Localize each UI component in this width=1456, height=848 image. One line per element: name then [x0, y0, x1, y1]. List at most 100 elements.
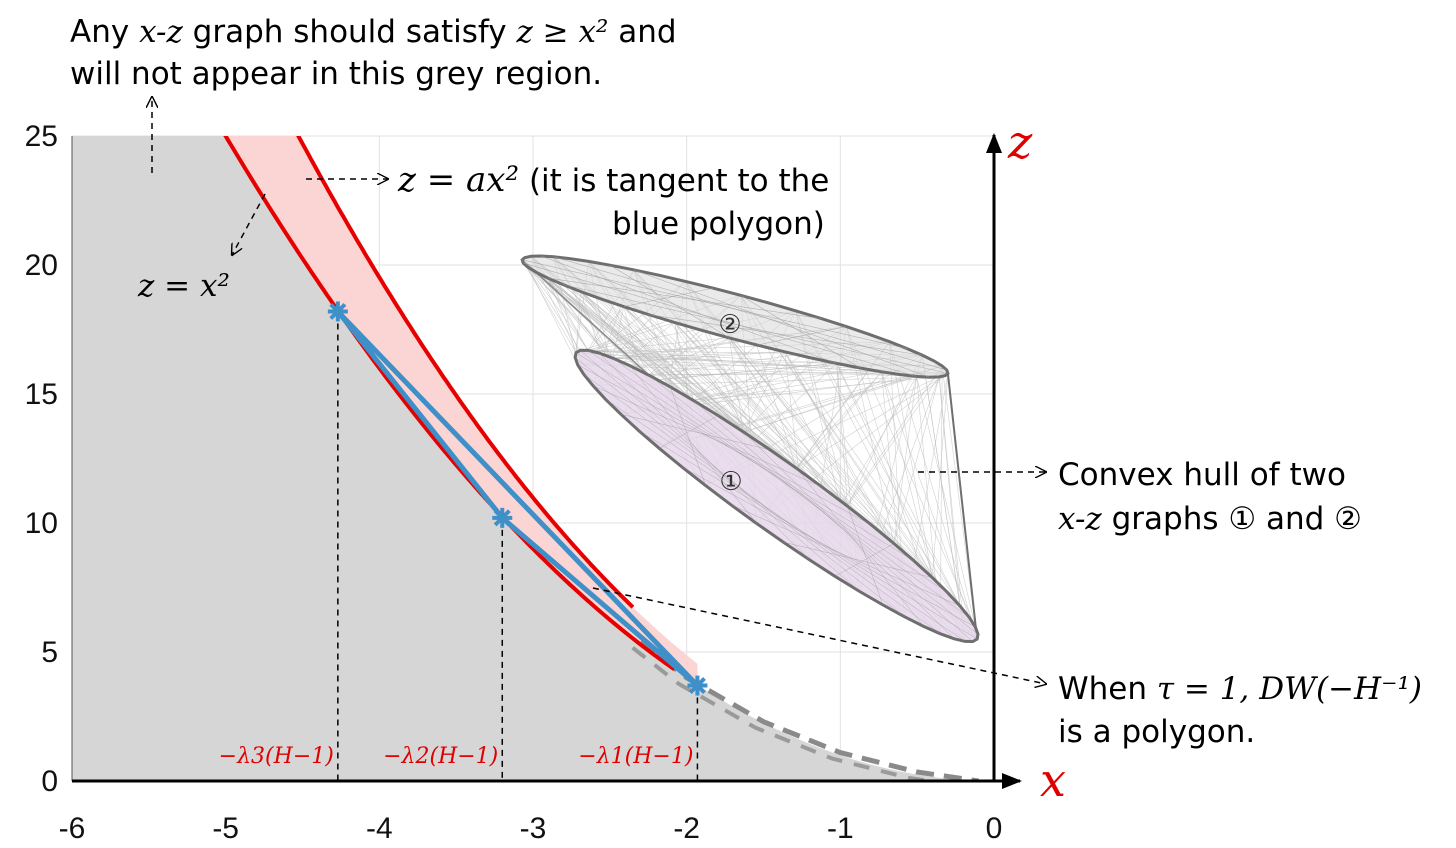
ellipse-1-mesh: [783, 541, 933, 578]
grey-region: [72, 136, 994, 781]
annotation-arrows: [152, 97, 1046, 684]
ellipse-1-mesh: [575, 357, 905, 617]
eigen-marker-stroke: [688, 677, 706, 695]
blue-polygon: [327, 301, 708, 696]
ax2-note-line2: blue polygon): [612, 206, 825, 242]
hull-line: [836, 363, 961, 607]
ellipse-2-mesh: [740, 295, 861, 369]
hull-note-line1: Convex hull of two: [1058, 457, 1346, 493]
hull-line: [846, 326, 976, 628]
hull-line: [916, 376, 976, 628]
polygon-outline: [335, 308, 700, 689]
hull-line: [847, 376, 940, 507]
x2-arrow: [232, 193, 266, 255]
x-axis-label: x: [1040, 753, 1066, 807]
ellipse-1-mesh: [605, 398, 966, 642]
eigen-label: −λ1(H−1): [578, 744, 693, 769]
hull-line: [612, 306, 625, 359]
polygon-arrow: [592, 587, 1046, 684]
ellipse-1-mesh: [577, 364, 872, 526]
x-tick-label: -4: [366, 812, 393, 845]
eigen-label: −λ3(H−1): [219, 744, 334, 769]
ellipse-2-label: ②: [718, 310, 741, 340]
hull-line: [881, 371, 933, 578]
polygon-note-line2: is a polygon.: [1058, 714, 1255, 750]
hull-line: [527, 267, 579, 365]
parabola-ax2: [296, 136, 635, 609]
hull-line: [623, 306, 895, 544]
grey-region-note-line2: will not appear in this grey region.: [70, 56, 602, 92]
ellipse-1-mesh: [592, 385, 823, 488]
hull-line: [938, 376, 966, 642]
x-tick-label: -3: [520, 812, 547, 845]
eigen-marker-stroke: [493, 509, 511, 527]
hull-line: [693, 363, 837, 401]
ellipse-1-mesh: [587, 350, 948, 593]
hull-line: [938, 376, 961, 607]
eigen-marker: [327, 301, 348, 322]
hull-line: [847, 354, 923, 507]
ellipse-2-mesh: [633, 269, 930, 378]
ellipse-1-mesh: [629, 365, 757, 524]
y-tick-label: 10: [25, 507, 58, 540]
hull-line: [784, 351, 976, 628]
ellipse-1-mesh: [648, 374, 979, 635]
hull-edge-right: [946, 373, 979, 640]
hull-line: [743, 376, 917, 433]
ellipse-2-mesh: [523, 262, 917, 377]
hull-line: [530, 256, 848, 507]
ellipse-1-mesh: [847, 506, 884, 606]
z-axis-label: z: [1007, 115, 1033, 169]
ellipse-1-mesh: [693, 400, 973, 642]
eigen-marker-stroke: [329, 302, 347, 320]
y-tick-label: 0: [41, 765, 58, 798]
y-tick-label: 5: [41, 636, 58, 669]
hull-line: [522, 259, 797, 469]
y-tick-label: 20: [25, 249, 58, 282]
ellipse-2-mesh: [540, 255, 837, 364]
ellipse-2-mesh: [609, 264, 730, 339]
ellipse-2-mesh: [522, 259, 908, 349]
convex-hull: [520, 254, 980, 644]
hull-line: [893, 376, 917, 544]
ellipse-1-mesh: [580, 350, 860, 592]
ellipse-1-mesh: [796, 468, 924, 627]
hull-note-line2: x-z graphs ① and ②: [1058, 501, 1362, 537]
ellipse-1-mesh: [620, 413, 771, 451]
y-tick-label: 15: [25, 378, 58, 411]
grey-region-note-line1: Any x-z graph should satisfy z ≥ x² and: [70, 14, 677, 50]
x-tick-label: 0: [986, 812, 1003, 845]
y-tick-label: 25: [25, 120, 58, 153]
ellipse-2-mesh: [547, 277, 822, 319]
ellipse-1-mesh: [575, 352, 915, 562]
hull-edge-left: [521, 259, 650, 376]
ellipse-2-mesh: [553, 256, 947, 371]
hull-line: [941, 365, 976, 628]
polygon-note-line1: When τ = 1, DW(−H⁻¹): [1058, 671, 1422, 707]
x2-label: z = x²: [137, 268, 230, 304]
ellipse-1-mesh: [834, 543, 895, 577]
hull-line: [553, 256, 895, 544]
ellipse-1-mesh: [743, 431, 955, 639]
ellipse-1-mesh: [659, 415, 719, 449]
dashed-curve: [639, 639, 979, 781]
ellipse-1-mesh: [598, 352, 810, 560]
ellipse-1-mesh: [638, 430, 978, 640]
hull-line: [674, 322, 848, 507]
ellipse-1-label: ①: [719, 467, 742, 497]
ellipse-2-mesh: [623, 287, 713, 307]
ellipse-1-mesh: [583, 374, 941, 634]
x-tick-label: -2: [673, 812, 700, 845]
hull-line: [743, 351, 785, 433]
hull-line: [623, 306, 744, 433]
ellipse-1-mesh: [730, 504, 961, 607]
hull-line: [729, 337, 933, 578]
ellipse-1-mesh: [669, 386, 706, 486]
x-tick-label: -1: [827, 812, 854, 845]
eigen-marker: [687, 675, 708, 696]
eigen-marks: −λ3(H−1) −λ2(H−1) −λ1(H−1): [219, 323, 699, 781]
eigen-marker: [492, 507, 513, 528]
parabola-x2: [223, 136, 676, 672]
ellipse-2-mesh: [648, 314, 923, 356]
